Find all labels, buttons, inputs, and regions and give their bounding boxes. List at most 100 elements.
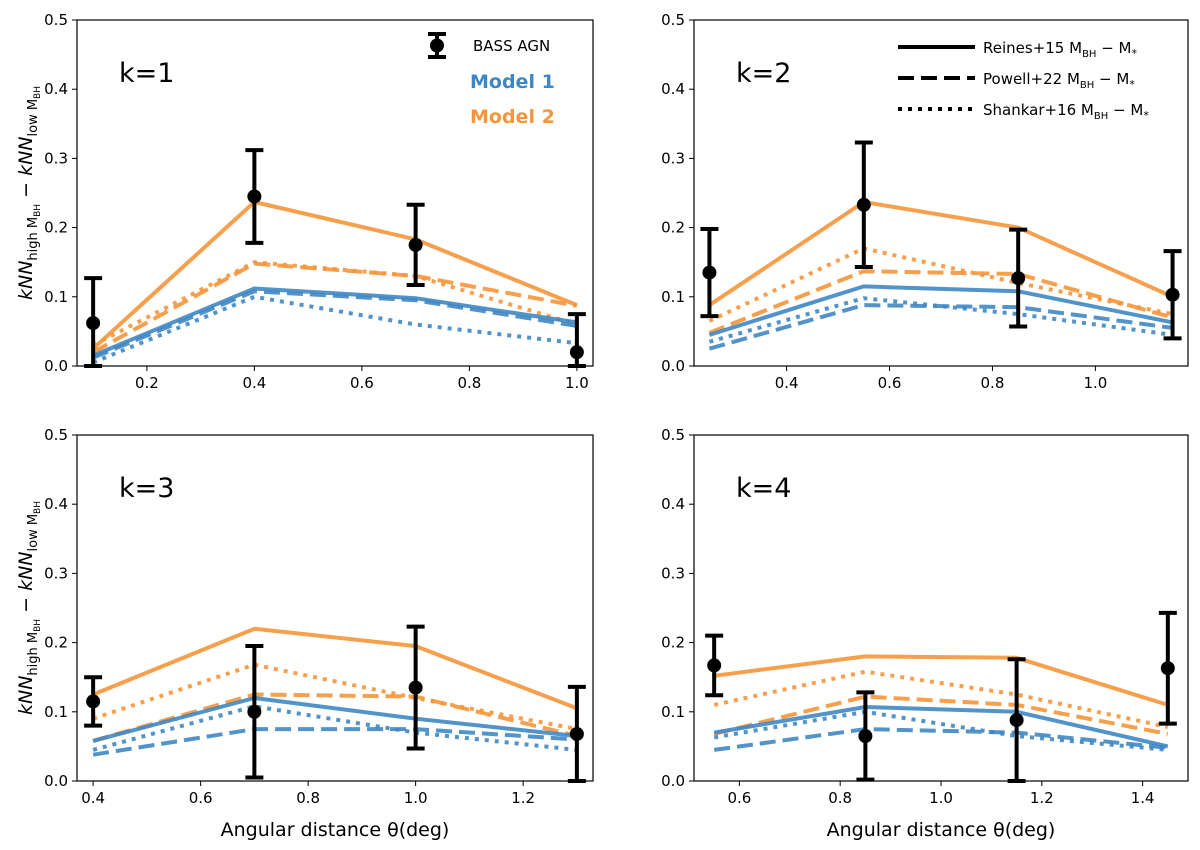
y-tick-label: 0.1: [44, 288, 68, 306]
plot-frame: [693, 19, 1189, 367]
model1-powell-22-line: [708, 303, 1173, 351]
panel-label: k=3: [119, 473, 174, 504]
y-axis-label: kNNhigh MBH − kNNlow MBH: [15, 501, 43, 715]
model2-powell-22-line: [713, 694, 1169, 736]
model2-reines-15-line: [713, 654, 1169, 707]
x-tick-label: 0.6: [189, 789, 213, 807]
plot-frame: [76, 19, 594, 367]
y-tick-label: 0.3: [44, 149, 68, 167]
panel-3: 0.0 0.1 0.2 0.3 0.4 0.5 0.4 0.6 0.8 1.0 1.2 k=3 kNNh…: [15, 426, 594, 841]
y-tick-label: 0.2: [44, 634, 68, 652]
legend-model2-label: Model 2: [470, 106, 555, 128]
x-tick-label: 1.2: [511, 789, 535, 807]
x-tick-label: 0.8: [296, 789, 320, 807]
x-tick-label: 0.6: [727, 789, 751, 807]
y-tick-label: 0.4: [44, 80, 68, 98]
y-tick-label: 0.4: [44, 495, 68, 513]
bass-point: [1165, 287, 1180, 302]
y-tick-label: 0.5: [661, 426, 685, 444]
x-tick-label: 0.8: [981, 374, 1005, 392]
model1-reines-15-line: [713, 705, 1169, 749]
panel-2: 0.0 0.1 0.2 0.3 0.4 0.5 0.4 0.6 0.8 1.0 k=2: [661, 11, 1189, 392]
panel-label: k=2: [736, 58, 791, 89]
model1-shankar-16-line: [708, 296, 1173, 344]
model1-shankar-16-line: [713, 709, 1168, 752]
y-tick-label: 0.4: [661, 495, 685, 513]
panel-label: k=4: [736, 473, 791, 504]
x-tick-label: 0.8: [457, 374, 481, 392]
y-tick-label: 0.0: [44, 357, 68, 375]
y-tick-label: 0.3: [44, 564, 68, 582]
model2-powell-22-line: [92, 692, 578, 743]
x-tick-label: 1.0: [1083, 374, 1107, 392]
x-tick-label: 0.4: [242, 374, 266, 392]
plot-frame: [693, 434, 1189, 782]
x-tick-label: 1.2: [1030, 789, 1054, 807]
bass-point: [702, 265, 717, 280]
model1-reines-15-line: [92, 286, 578, 358]
bass-point: [856, 197, 871, 212]
x-tick-label: 1.0: [929, 789, 953, 807]
bass-point: [569, 345, 584, 360]
panels: 0.0 0.1 0.2 0.3 0.4 0.5 0.2 0.4 0.6 0.8 1.0 k=1 kNNh…: [15, 11, 1189, 841]
x-tick-label: 1.4: [1131, 789, 1155, 807]
panel-label: k=1: [119, 58, 174, 89]
x-axis-label: Angular distance θ(deg): [827, 819, 1056, 841]
model2-shankar-16-line: [92, 662, 578, 732]
model2-shankar-16-line: [92, 260, 578, 347]
y-tick-label: 0.4: [661, 80, 685, 98]
y-tick-label: 0.1: [44, 703, 68, 721]
y-tick-label: 0.0: [661, 772, 685, 790]
x-tick-label: 1.0: [565, 374, 589, 392]
bass-point: [86, 316, 101, 331]
y-tick-label: 0.3: [661, 149, 685, 167]
y-tick-label: 0.5: [661, 11, 685, 29]
plot-frame: [76, 434, 594, 782]
y-tick-label: 0.3: [661, 564, 685, 582]
x-tick-label: 0.2: [135, 374, 159, 392]
model2-reines-15-line: [708, 200, 1174, 307]
x-tick-label: 0.4: [81, 789, 105, 807]
y-tick-label: 0.2: [661, 634, 685, 652]
bass-point: [707, 658, 722, 673]
y-tick-label: 0.1: [661, 288, 685, 306]
x-tick-label: 0.6: [350, 374, 374, 392]
x-tick-label: 0.8: [828, 789, 852, 807]
y-tick-label: 0.0: [661, 357, 685, 375]
y-tick-label: 0.1: [661, 703, 685, 721]
model2-shankar-16-line: [713, 669, 1169, 729]
bass-point: [408, 680, 423, 695]
model1-powell-22-line: [92, 289, 578, 360]
legend-relation-label: Shankar+16 MBH − M*: [983, 101, 1149, 122]
x-tick-label: 1.0: [404, 789, 428, 807]
model1-reines-15-line: [708, 284, 1173, 337]
y-tick-label: 0.0: [44, 772, 68, 790]
legend-bass-label: BASS AGN: [473, 37, 550, 55]
x-tick-label: 0.4: [775, 374, 799, 392]
model1-shankar-16-line: [92, 704, 578, 752]
model1-powell-22-line: [713, 727, 1169, 752]
bass-point: [408, 237, 423, 252]
x-tick-label: 0.6: [878, 374, 902, 392]
legend-relation-label: Reines+15 MBH − M*: [983, 39, 1138, 60]
model1-powell-22-line: [92, 727, 578, 757]
legend-relations: Reines+15 MBH − M* Powell+22 MBH − M* Shan…: [898, 39, 1149, 122]
bass-point: [1011, 271, 1026, 286]
y-tick-label: 0.2: [661, 219, 685, 237]
model2-reines-15-line: [92, 626, 578, 711]
bass-point: [569, 726, 584, 741]
panel-1: 0.0 0.1 0.2 0.3 0.4 0.5 0.2 0.4 0.6 0.8 1.0 k=1 kNNh…: [15, 11, 594, 392]
panel-4: 0.0 0.1 0.2 0.3 0.4 0.5 0.6 0.8 1.0 1.2 1.4 k=4 Angu…: [661, 426, 1189, 841]
bass-point: [247, 704, 262, 719]
legend-relation-label: Powell+22 MBH − M*: [983, 70, 1135, 91]
model1-reines-15-line: [92, 696, 578, 743]
model2-powell-22-line: [708, 269, 1174, 335]
model2-reines-15-line: [91, 200, 578, 351]
y-axis-label: kNNhigh MBH − kNNlow MBH: [15, 86, 43, 300]
x-axis-label: Angular distance θ(deg): [221, 819, 450, 841]
bass-point: [86, 694, 101, 709]
y-tick-label: 0.5: [44, 11, 68, 29]
bass-point: [1160, 661, 1175, 676]
bass-point: [858, 729, 873, 744]
